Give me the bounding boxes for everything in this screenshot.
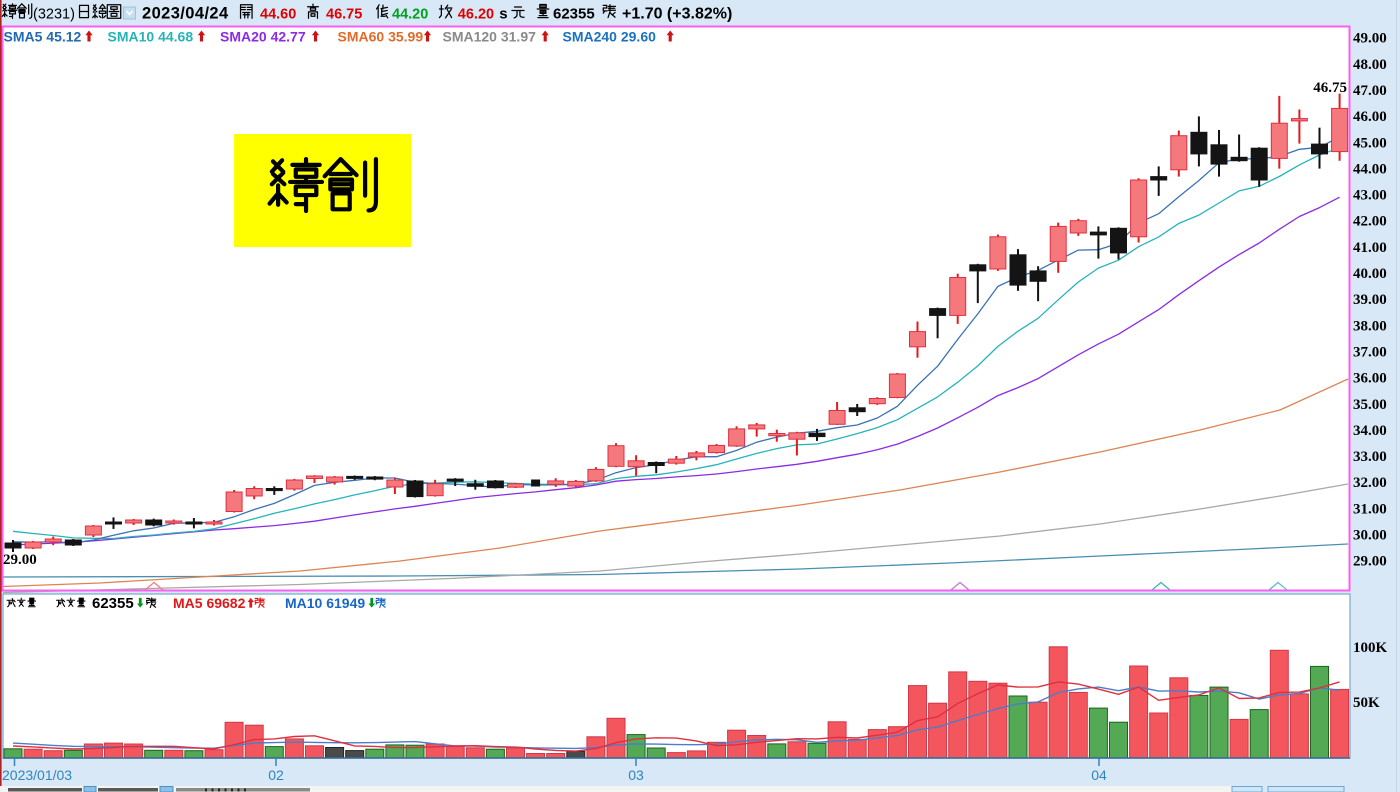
svg-text:38.00: 38.00 <box>1353 318 1387 334</box>
svg-text:2023/04/24: 2023/04/24 <box>142 5 229 23</box>
svg-text:62355: 62355 <box>553 6 595 23</box>
svg-text:32.00: 32.00 <box>1353 475 1387 491</box>
svg-text:41.00: 41.00 <box>1353 240 1387 256</box>
svg-text:(3231): (3231) <box>33 7 75 23</box>
svg-text:MA10 61949: MA10 61949 <box>285 595 365 611</box>
svg-text:50K: 50K <box>1353 695 1380 711</box>
svg-text:02: 02 <box>268 767 284 783</box>
svg-text:39.00: 39.00 <box>1353 292 1387 308</box>
svg-text:44.60: 44.60 <box>260 7 296 23</box>
svg-text:MA5 69682: MA5 69682 <box>173 595 246 611</box>
svg-text:46.20: 46.20 <box>458 7 494 23</box>
svg-text:31.00: 31.00 <box>1353 501 1387 517</box>
svg-text:SMA10 44.68: SMA10 44.68 <box>108 29 194 45</box>
svg-text:100K: 100K <box>1353 640 1388 656</box>
svg-text:62355: 62355 <box>92 595 134 612</box>
svg-text:46.00: 46.00 <box>1353 109 1387 125</box>
svg-text:SMA5 45.12: SMA5 45.12 <box>4 29 82 45</box>
svg-text:35.00: 35.00 <box>1353 397 1387 413</box>
svg-text:47.00: 47.00 <box>1353 83 1387 99</box>
svg-text:42.00: 42.00 <box>1353 214 1387 230</box>
svg-text:29.00: 29.00 <box>3 552 37 568</box>
svg-text:29.00: 29.00 <box>1353 554 1387 570</box>
svg-text:46.75: 46.75 <box>1313 80 1347 96</box>
svg-text:44.00: 44.00 <box>1353 161 1387 177</box>
svg-text:30.00: 30.00 <box>1353 528 1387 544</box>
svg-text:36.00: 36.00 <box>1353 371 1387 387</box>
svg-text:46.75: 46.75 <box>326 7 362 23</box>
svg-text:SMA20 42.77: SMA20 42.77 <box>220 29 306 45</box>
svg-text:s: s <box>499 6 507 23</box>
svg-text:+1.70 (+3.82%): +1.70 (+3.82%) <box>622 6 732 23</box>
svg-text:40.00: 40.00 <box>1353 266 1387 282</box>
svg-text:49.00: 49.00 <box>1353 31 1387 47</box>
svg-text:SMA120 31.97: SMA120 31.97 <box>443 29 537 45</box>
svg-text:43.00: 43.00 <box>1353 188 1387 204</box>
svg-text:34.00: 34.00 <box>1353 423 1387 439</box>
svg-text:03: 03 <box>628 767 644 783</box>
svg-text:04: 04 <box>1091 767 1107 783</box>
svg-text:33.00: 33.00 <box>1353 449 1387 465</box>
svg-text:SMA60 35.99: SMA60 35.99 <box>338 29 424 45</box>
svg-text:44.20: 44.20 <box>392 7 428 23</box>
svg-text:2023/01/03: 2023/01/03 <box>2 767 72 783</box>
svg-text:45.00: 45.00 <box>1353 135 1387 151</box>
svg-text:37.00: 37.00 <box>1353 345 1387 361</box>
svg-text:SMA240 29.60: SMA240 29.60 <box>563 29 657 45</box>
svg-text:48.00: 48.00 <box>1353 57 1387 73</box>
